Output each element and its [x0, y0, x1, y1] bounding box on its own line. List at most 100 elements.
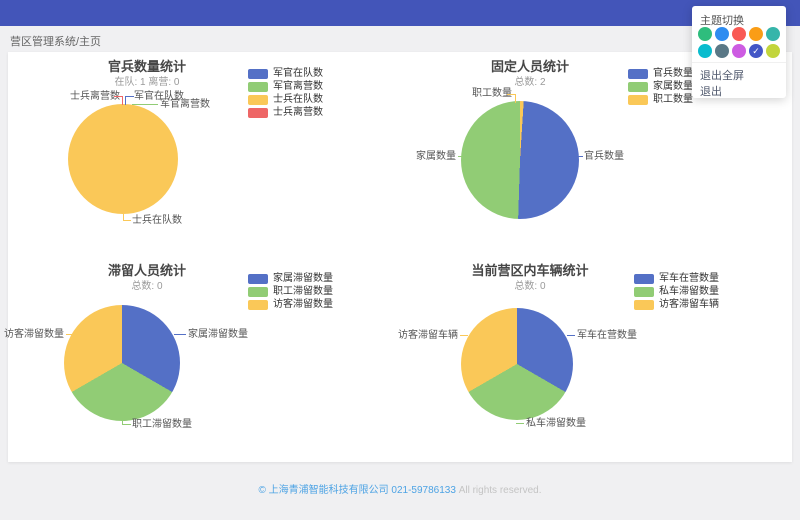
rights-text: All rights reserved. [458, 485, 542, 496]
legend-item[interactable]: 职工数量 [628, 94, 693, 105]
legend-swatch [248, 107, 268, 118]
legend-swatch [248, 81, 268, 92]
legend-item[interactable]: 军车在营数量 [634, 273, 719, 284]
pie-label: 私车滞留数量 [526, 418, 586, 429]
pie-label: 访客滞留车辆 [398, 330, 458, 341]
theme-color-swatch[interactable] [732, 27, 746, 41]
pie-stranded-personnel[interactable] [64, 305, 180, 421]
legend-label: 私车滞留数量 [659, 286, 719, 297]
theme-colors: ✓ [698, 27, 782, 58]
leader-line [460, 335, 468, 336]
pie-label: 家属数量 [416, 151, 456, 162]
legend-item[interactable]: 访客滞留数量 [248, 299, 333, 310]
legend-swatch [628, 68, 648, 79]
theme-color-swatch[interactable]: ✓ [749, 44, 763, 58]
legend-label: 家属数量 [653, 81, 693, 92]
pie-label: 官兵数量 [584, 151, 624, 162]
chart-subtitle: 总数: 0 [514, 281, 546, 292]
leader-line [66, 334, 74, 335]
legend-item[interactable]: 士兵离营数 [248, 107, 323, 118]
legend-item[interactable]: 官兵数量 [628, 68, 693, 79]
chart-stranded-personnel: 滞留人员统计 总数: 0 家属滞留数量 职工滞留数量 访客滞留数量 访客滞留数量… [4, 255, 400, 462]
theme-title: 主题切换 [700, 15, 744, 27]
logout-item[interactable]: 退出 [700, 86, 722, 98]
leader-line [132, 104, 158, 105]
chart-title: 固定人员统计 [490, 59, 569, 74]
legend-label: 官兵数量 [653, 68, 693, 79]
legend-label: 职工滞留数量 [273, 286, 333, 297]
legend-swatch [248, 273, 268, 284]
legend-label: 军车在营数量 [659, 273, 719, 284]
chart-fixed-personnel: 固定人员统计 总数: 2 官兵数量 家属数量 职工数量 职工数量 家属数量 官兵… [400, 52, 792, 255]
menu-divider [692, 62, 786, 63]
check-icon: ✓ [752, 45, 760, 56]
top-bar [0, 0, 800, 26]
theme-color-swatch[interactable] [698, 44, 712, 58]
legend-item[interactable]: 士兵在队数 [248, 94, 323, 105]
pie-vehicles[interactable] [461, 308, 573, 420]
legend-swatch [248, 68, 268, 79]
theme-color-swatch[interactable] [766, 27, 780, 41]
pie-label: 军官离营数 [160, 99, 210, 110]
pie-fixed-personnel[interactable] [461, 101, 579, 219]
chart-vehicles: 当前营区内车辆统计 总数: 0 军车在营数量 私车滞留数量 访客滞留车辆 军车在… [398, 255, 792, 462]
theme-color-swatch[interactable] [715, 44, 729, 58]
chart-troops: 官兵数量统计 在队: 1 离营: 0 军官在队数 军官离营数 士兵在队数 士兵离… [8, 52, 400, 255]
legend-swatch [248, 286, 268, 297]
legend-swatch [628, 81, 648, 92]
legend-label: 士兵离营数 [273, 107, 323, 118]
legend-label: 职工数量 [653, 94, 693, 105]
legend-item[interactable]: 家属滞留数量 [248, 273, 333, 284]
leader-line [567, 335, 575, 336]
legend-swatch [628, 94, 648, 105]
theme-color-swatch[interactable] [766, 44, 780, 58]
leader-line [123, 214, 131, 221]
leader-line [507, 94, 516, 103]
pie-label: 士兵离营数 [70, 91, 120, 102]
pie-label: 职工数量 [472, 88, 512, 99]
chart-title: 滞留人员统计 [107, 263, 186, 278]
legend-item[interactable]: 职工滞留数量 [248, 286, 333, 297]
chart-subtitle: 总数: 0 [131, 281, 163, 292]
legend-label: 家属滞留数量 [273, 273, 333, 284]
chart-subtitle: 在队: 1 离营: 0 [114, 77, 180, 88]
company-link[interactable]: © 上海青浦智能科技有限公司 021-59786133 [258, 485, 456, 496]
legend-label: 军官在队数 [273, 68, 323, 79]
exit-fullscreen-item[interactable]: 退出全屏 [700, 70, 744, 82]
legend-label: 访客滞留数量 [273, 299, 333, 310]
chart-title: 当前营区内车辆统计 [471, 263, 589, 278]
legend-swatch [248, 94, 268, 105]
pie-label: 访客滞留数量 [4, 329, 64, 340]
theme-color-swatch[interactable] [732, 44, 746, 58]
legend-label: 士兵在队数 [273, 94, 323, 105]
legend-swatch [634, 273, 654, 284]
theme-color-swatch[interactable] [749, 27, 763, 41]
legend-swatch [634, 299, 654, 310]
legend-label: 访客滞留车辆 [659, 299, 719, 310]
legend-item[interactable]: 访客滞留车辆 [634, 299, 719, 310]
breadcrumb: 营区管理系统/主页 [10, 36, 102, 48]
chart-subtitle: 总数: 2 [514, 77, 546, 88]
legend-label: 军官离营数 [273, 81, 323, 92]
leader-line [516, 423, 524, 424]
footer: © 上海青浦智能科技有限公司 021-59786133 All rights r… [0, 481, 800, 496]
leader-line [114, 96, 123, 105]
pie-label: 家属滞留数量 [188, 329, 248, 340]
pie-label: 士兵在队数 [132, 215, 182, 226]
legend-item[interactable]: 家属数量 [628, 81, 693, 92]
pie-troops[interactable] [68, 104, 178, 214]
leader-line [458, 156, 464, 157]
leader-line [174, 334, 186, 335]
legend-item[interactable]: 军官离营数 [248, 81, 323, 92]
leader-line [122, 418, 131, 425]
legend-swatch [248, 299, 268, 310]
theme-color-swatch[interactable] [698, 27, 712, 41]
pie-label: 军车在营数量 [577, 330, 637, 341]
legend-item[interactable]: 私车滞留数量 [634, 286, 719, 297]
theme-dropdown: 主题切换 ✓ 退出全屏 退出 [692, 6, 786, 98]
pie-label: 军官在队数 [134, 91, 184, 102]
pie-label: 职工滞留数量 [132, 419, 192, 430]
legend-item[interactable]: 军官在队数 [248, 68, 323, 79]
theme-color-swatch[interactable] [715, 27, 729, 41]
leader-line [125, 96, 134, 105]
